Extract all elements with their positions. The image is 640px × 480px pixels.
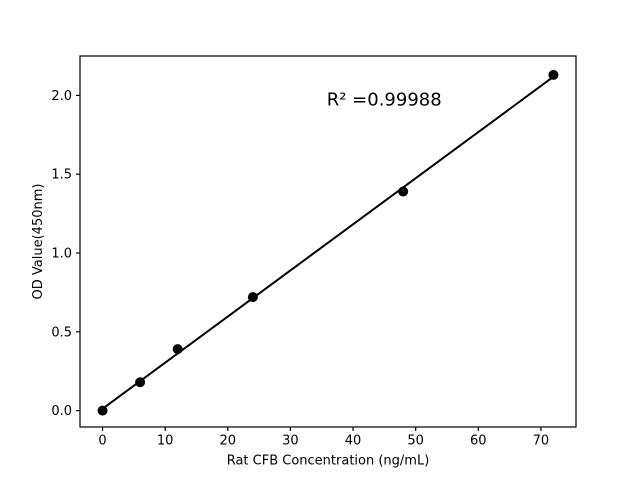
x-tick-label: 70 — [533, 434, 550, 449]
plot-border — [79, 55, 577, 428]
x-tick-label: 60 — [470, 434, 487, 449]
x-tick-label: 10 — [157, 434, 174, 449]
y-tick-label: 2.0 — [51, 89, 72, 104]
x-tick-label: 20 — [220, 434, 237, 449]
data-point — [172, 344, 183, 355]
y-tick-label: 0.0 — [51, 404, 72, 419]
data-point — [247, 292, 258, 303]
data-point — [135, 377, 146, 388]
x-tick-label: 30 — [282, 434, 299, 449]
x-tick-label: 0 — [98, 434, 106, 449]
y-tick-label: 1.5 — [51, 168, 72, 183]
data-point — [398, 186, 409, 197]
r-squared-annotation: R² =0.99988 — [327, 90, 442, 111]
x-axis-label: Rat CFB Concentration (ng/mL) — [227, 454, 430, 469]
x-tick-label: 40 — [345, 434, 362, 449]
y-axis-label: OD Value(450nm) — [31, 184, 46, 300]
y-tick-label: 1.0 — [51, 247, 72, 262]
y-tick-label: 0.5 — [51, 325, 72, 340]
x-tick-label: 50 — [407, 434, 424, 449]
data-point — [548, 69, 559, 80]
data-point — [97, 405, 108, 416]
